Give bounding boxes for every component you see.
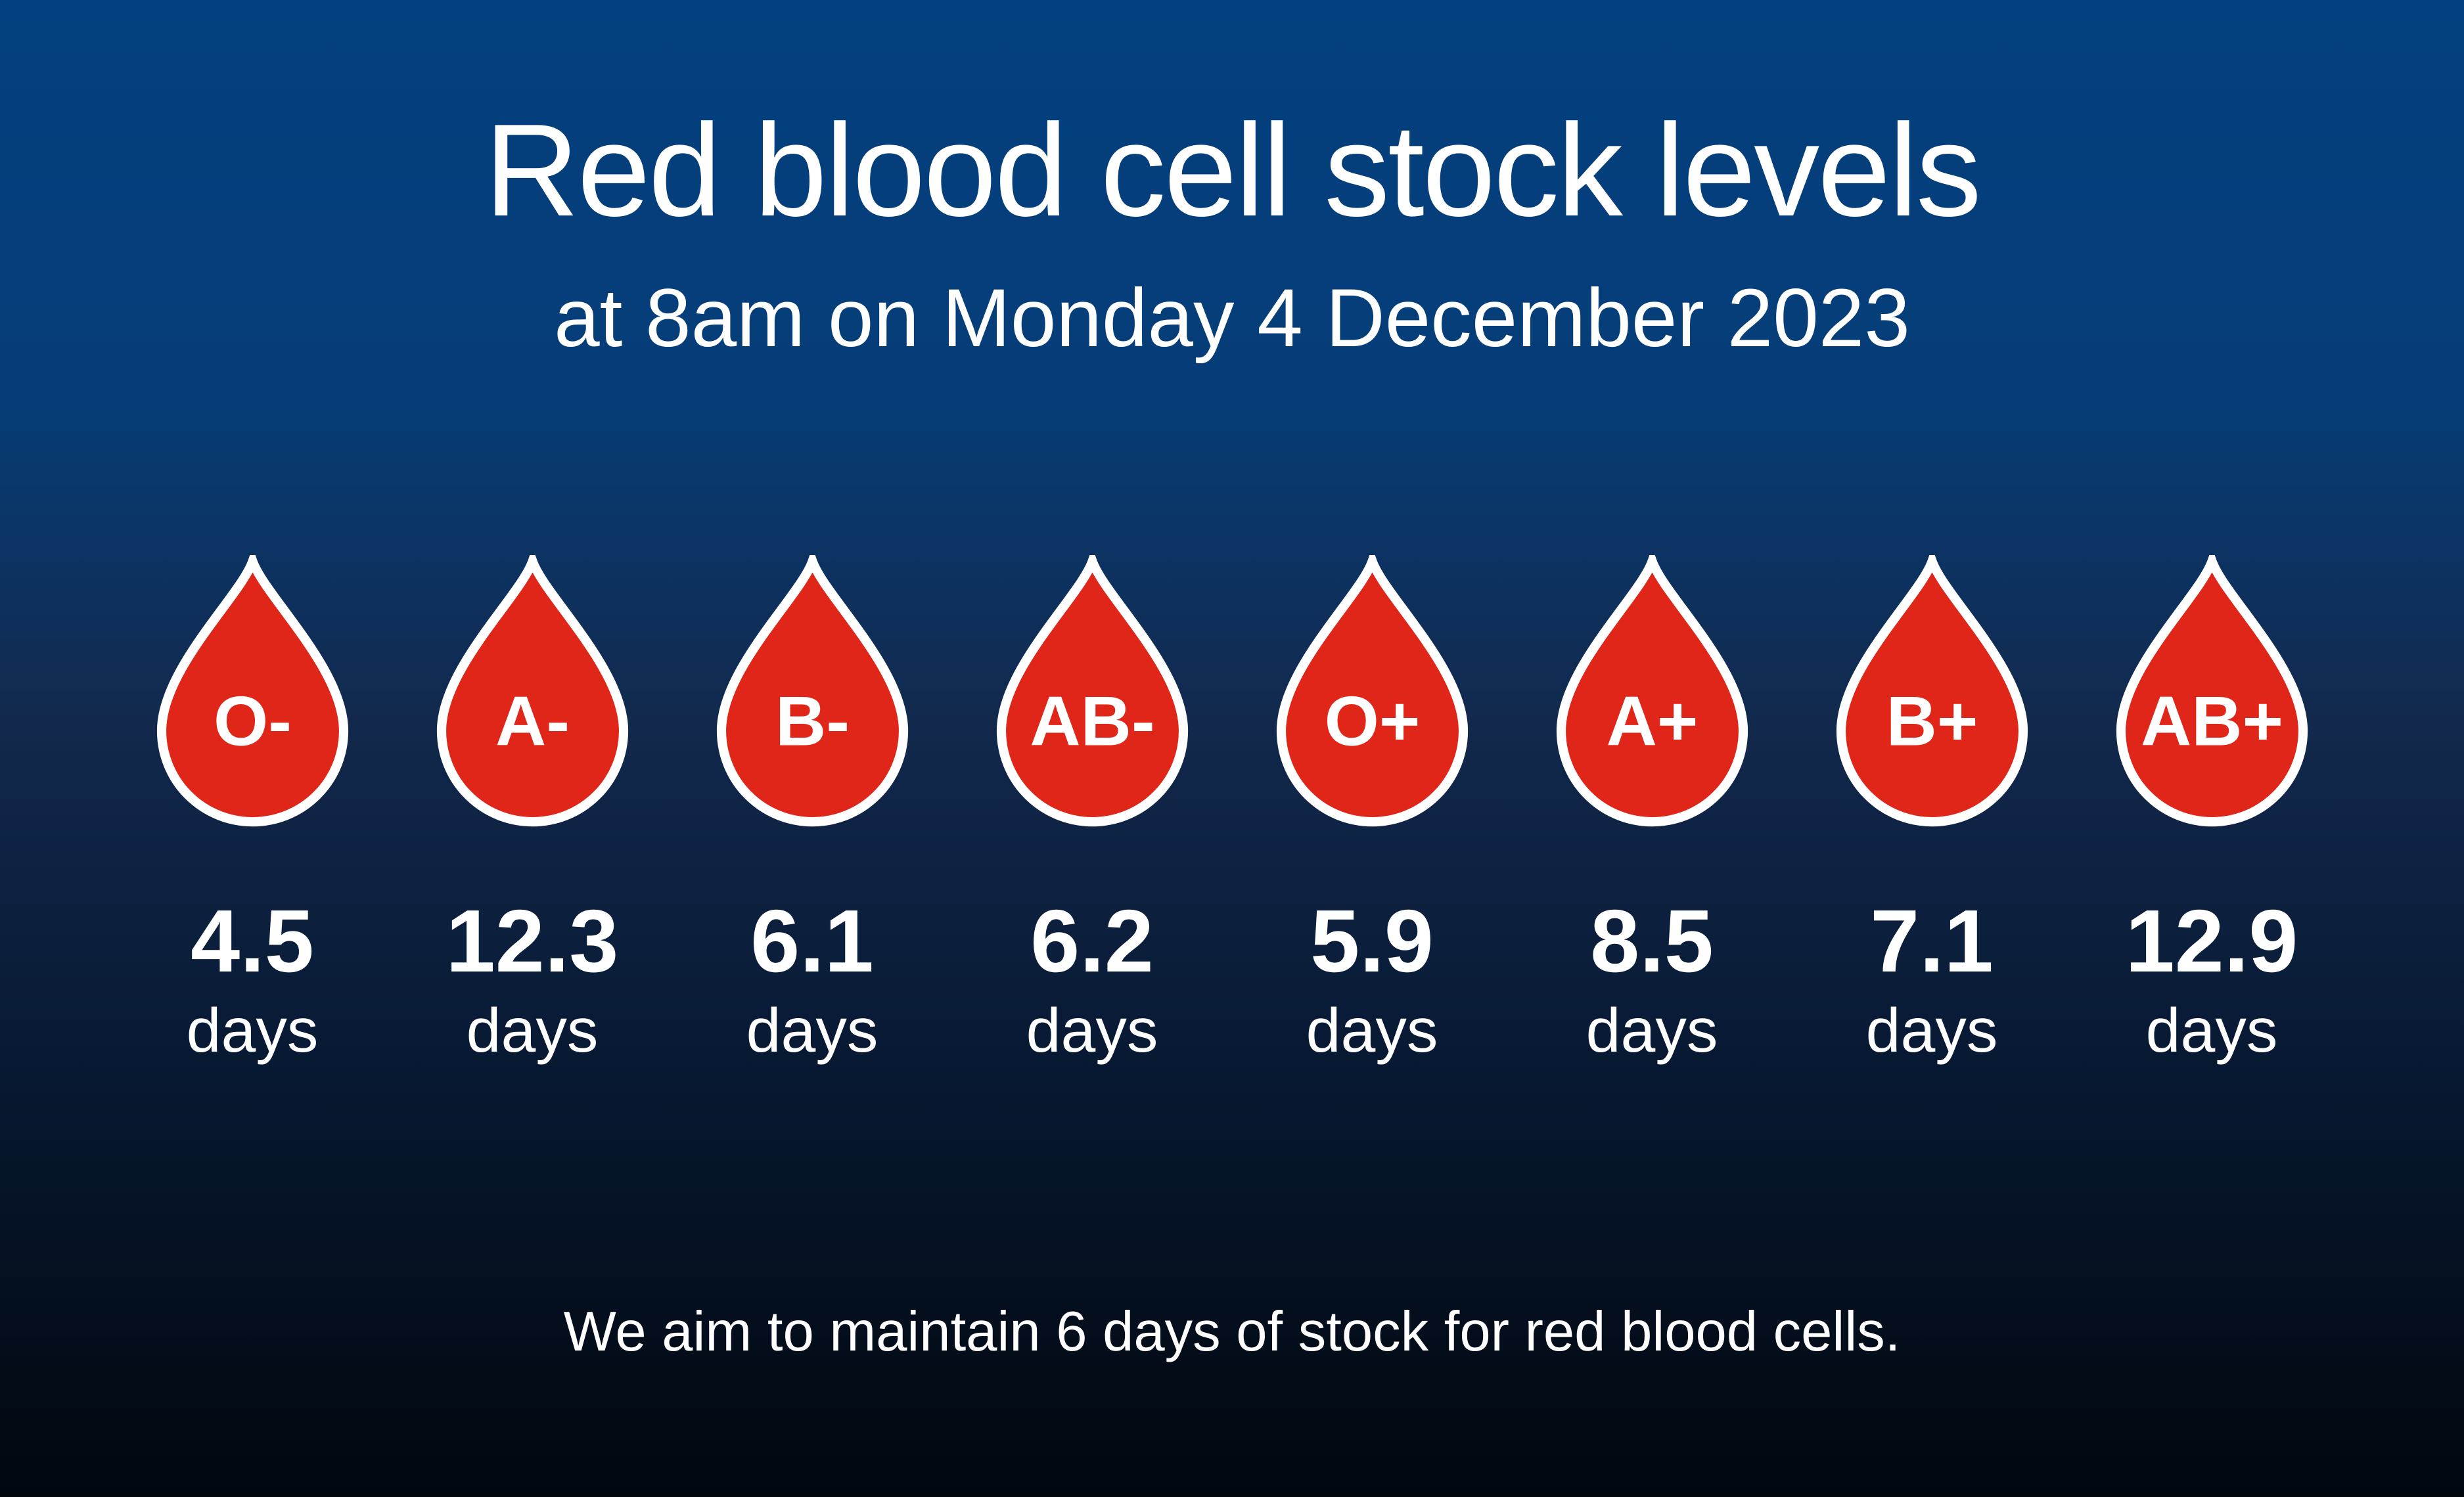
blood-drop-icon: B+ xyxy=(1836,555,2028,827)
drop-column-ab-pos: AB+ 12.9 days xyxy=(2109,555,2316,1062)
blood-drops-row: O- 4.5 days A- 12.3 days B- 6.1 days A xyxy=(149,555,2316,1062)
stock-days-value: 6.1 xyxy=(750,891,874,991)
blood-drop-icon: A+ xyxy=(1556,555,1748,827)
stock-days-value: 7.1 xyxy=(1870,891,1994,991)
stock-days-value: 4.5 xyxy=(191,891,314,991)
blood-type-label: O- xyxy=(214,682,292,761)
stock-days-unit: days xyxy=(1306,996,1438,1065)
stock-days-unit: days xyxy=(2145,996,2278,1065)
stock-days-unit: days xyxy=(1026,996,1158,1065)
blood-type-label: A- xyxy=(495,682,570,761)
drop-column-b-neg: B- 6.1 days xyxy=(709,555,916,1062)
drop-shape xyxy=(996,555,1188,827)
stock-days-unit: days xyxy=(466,996,599,1065)
drop-column-a-neg: A- 12.3 days xyxy=(429,555,636,1062)
blood-drop-icon: AB- xyxy=(996,555,1188,827)
blood-drop-icon: B- xyxy=(716,555,908,827)
drop-shape xyxy=(1556,555,1748,827)
blood-drop-icon: A- xyxy=(436,555,628,827)
blood-type-label: AB- xyxy=(1030,682,1154,761)
page-title: Red blood cell stock levels xyxy=(484,97,1982,244)
drop-column-o-pos: O+ 5.9 days xyxy=(1269,555,1476,1062)
stock-days-unit: days xyxy=(1865,996,1998,1065)
blood-drop-icon: O+ xyxy=(1276,555,1468,827)
stock-days-value: 12.3 xyxy=(445,891,619,991)
target-stock-note: We aim to maintain 6 days of stock for r… xyxy=(563,1301,1901,1363)
stock-days-value: 5.9 xyxy=(1310,891,1434,991)
stock-days-unit: days xyxy=(746,996,878,1065)
drop-shape xyxy=(716,555,908,827)
drop-column-o-neg: O- 4.5 days xyxy=(149,555,356,1062)
drop-column-a-pos: A+ 8.5 days xyxy=(1549,555,1756,1062)
drop-shape xyxy=(1836,555,2028,827)
drop-column-b-pos: B+ 7.1 days xyxy=(1829,555,2036,1062)
stock-days-value: 6.2 xyxy=(1030,891,1154,991)
drop-column-ab-neg: AB- 6.2 days xyxy=(989,555,1196,1062)
drop-shape xyxy=(156,555,348,827)
blood-type-label: B+ xyxy=(1886,682,1978,761)
page-subtitle: at 8am on Monday 4 December 2023 xyxy=(554,273,1910,364)
stock-days-value: 8.5 xyxy=(1590,891,1714,991)
blood-type-label: A+ xyxy=(1606,682,1698,761)
stock-days-unit: days xyxy=(186,996,319,1065)
blood-type-label: B- xyxy=(775,682,850,761)
drop-shape xyxy=(2116,555,2308,827)
stock-days-value: 12.9 xyxy=(2125,891,2298,991)
stock-days-unit: days xyxy=(1586,996,1718,1065)
blood-drop-icon: O- xyxy=(156,555,348,827)
drop-shape xyxy=(436,555,628,827)
blood-type-label: AB+ xyxy=(2140,682,2283,761)
blood-drop-icon: AB+ xyxy=(2116,555,2308,827)
blood-type-label: O+ xyxy=(1324,682,1420,761)
drop-shape xyxy=(1276,555,1468,827)
